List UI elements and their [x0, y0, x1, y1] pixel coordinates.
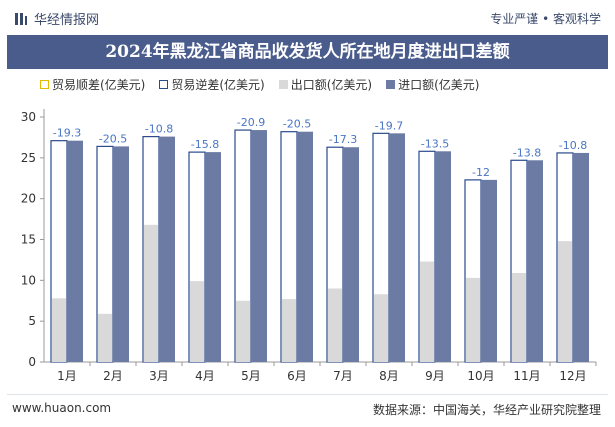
balance-data-label: -19.3: [53, 127, 81, 140]
export-bar: [143, 224, 159, 362]
y-tick-label: 5: [28, 314, 36, 328]
import-bar: [297, 131, 313, 362]
export-bar: [51, 298, 67, 362]
balance-data-label: -13.5: [421, 137, 449, 150]
y-tick-label: 10: [21, 273, 36, 287]
export-bar: [281, 299, 297, 362]
x-tick-label: 10月: [467, 369, 494, 383]
export-bar: [373, 294, 389, 362]
export-bar: [419, 261, 435, 362]
import-bar: [67, 140, 83, 362]
x-tick-label: 1月: [57, 369, 77, 383]
export-bar: [557, 241, 573, 362]
legend-swatch-export: [278, 80, 288, 89]
x-tick-label: 11月: [513, 369, 540, 383]
x-tick-label: 4月: [195, 369, 215, 383]
import-bar: [343, 147, 359, 362]
balance-data-label: -10.8: [145, 123, 173, 136]
y-tick-label: 15: [21, 233, 36, 247]
balance-data-label: -17.3: [329, 133, 357, 146]
y-tick-label: 30: [21, 110, 36, 124]
balance-data-label: -15.8: [191, 138, 219, 151]
legend-label-import: 进口额(亿美元): [398, 78, 480, 92]
tagline: 专业严谨 • 客观科学: [490, 12, 601, 26]
top-bar: 华经情报网 专业严谨 • 客观科学: [0, 0, 615, 34]
footer-divider: [7, 394, 608, 395]
legend-item-export: 出口额(亿美元): [278, 76, 373, 93]
import-bar: [481, 179, 497, 362]
brand-logo-icon: [15, 12, 27, 25]
x-tick-label: 7月: [333, 369, 353, 383]
import-bar: [113, 146, 129, 362]
balance-data-label: -10.8: [559, 139, 587, 152]
legend-item-import: 进口额(亿美元): [386, 76, 480, 93]
y-tick-label: 25: [21, 151, 36, 165]
x-tick-label: 8月: [379, 369, 399, 383]
balance-data-label: -20.5: [283, 118, 311, 131]
export-bar: [511, 272, 527, 362]
x-tick-label: 2月: [103, 369, 123, 383]
import-bar: [527, 160, 543, 362]
balance-data-label: -13.8: [513, 146, 541, 159]
y-tick-label: 0: [28, 355, 36, 369]
footer-source: 数据来源：中国海关，华经产业研究院整理: [372, 403, 601, 417]
chart-title: 2024年黑龙江省商品收发货人所在地月度进出口差额: [7, 35, 608, 69]
legend-label-export: 出口额(亿美元): [290, 78, 373, 92]
export-bar: [327, 288, 343, 362]
footer-website: www.huaon.com: [12, 401, 112, 415]
x-tick-label: 3月: [149, 369, 169, 383]
balance-data-label: -19.7: [375, 119, 403, 132]
legend-label-deficit: 贸易逆差(亿美元): [171, 78, 265, 92]
x-tick-label: 5月: [241, 369, 261, 383]
x-tick-label: 6月: [287, 369, 307, 383]
y-tick-label: 20: [21, 192, 36, 206]
brand-name: 华经情报网: [34, 13, 100, 28]
legend-swatch-import: [386, 80, 396, 89]
legend-swatch-deficit: [159, 80, 169, 89]
brand: 华经情报网: [14, 9, 99, 28]
import-bar: [159, 136, 175, 362]
export-bar: [235, 300, 251, 362]
x-tick-label: 9月: [425, 369, 445, 383]
legend-label-surplus: 贸易顺差(亿美元): [52, 78, 146, 92]
import-bar: [435, 151, 451, 362]
import-bar: [205, 152, 221, 362]
chart-legend: 贸易顺差(亿美元) 贸易逆差(亿美元) 出口额(亿美元) 进口额(亿美元): [40, 76, 494, 93]
x-tick-label: 12月: [559, 369, 586, 383]
import-bar: [573, 152, 589, 362]
import-bar: [251, 130, 267, 362]
balance-data-label: -20.5: [99, 132, 127, 145]
legend-item-deficit: 贸易逆差(亿美元): [159, 76, 265, 93]
import-bar: [389, 133, 405, 362]
legend-swatch-surplus: [40, 80, 49, 89]
export-bar: [189, 281, 205, 362]
export-bar: [465, 277, 481, 362]
balance-data-label: -20.9: [237, 116, 265, 129]
export-bar: [97, 313, 113, 362]
legend-item-surplus: 贸易顺差(亿美元): [40, 76, 145, 93]
balance-data-label: -12: [472, 166, 490, 179]
